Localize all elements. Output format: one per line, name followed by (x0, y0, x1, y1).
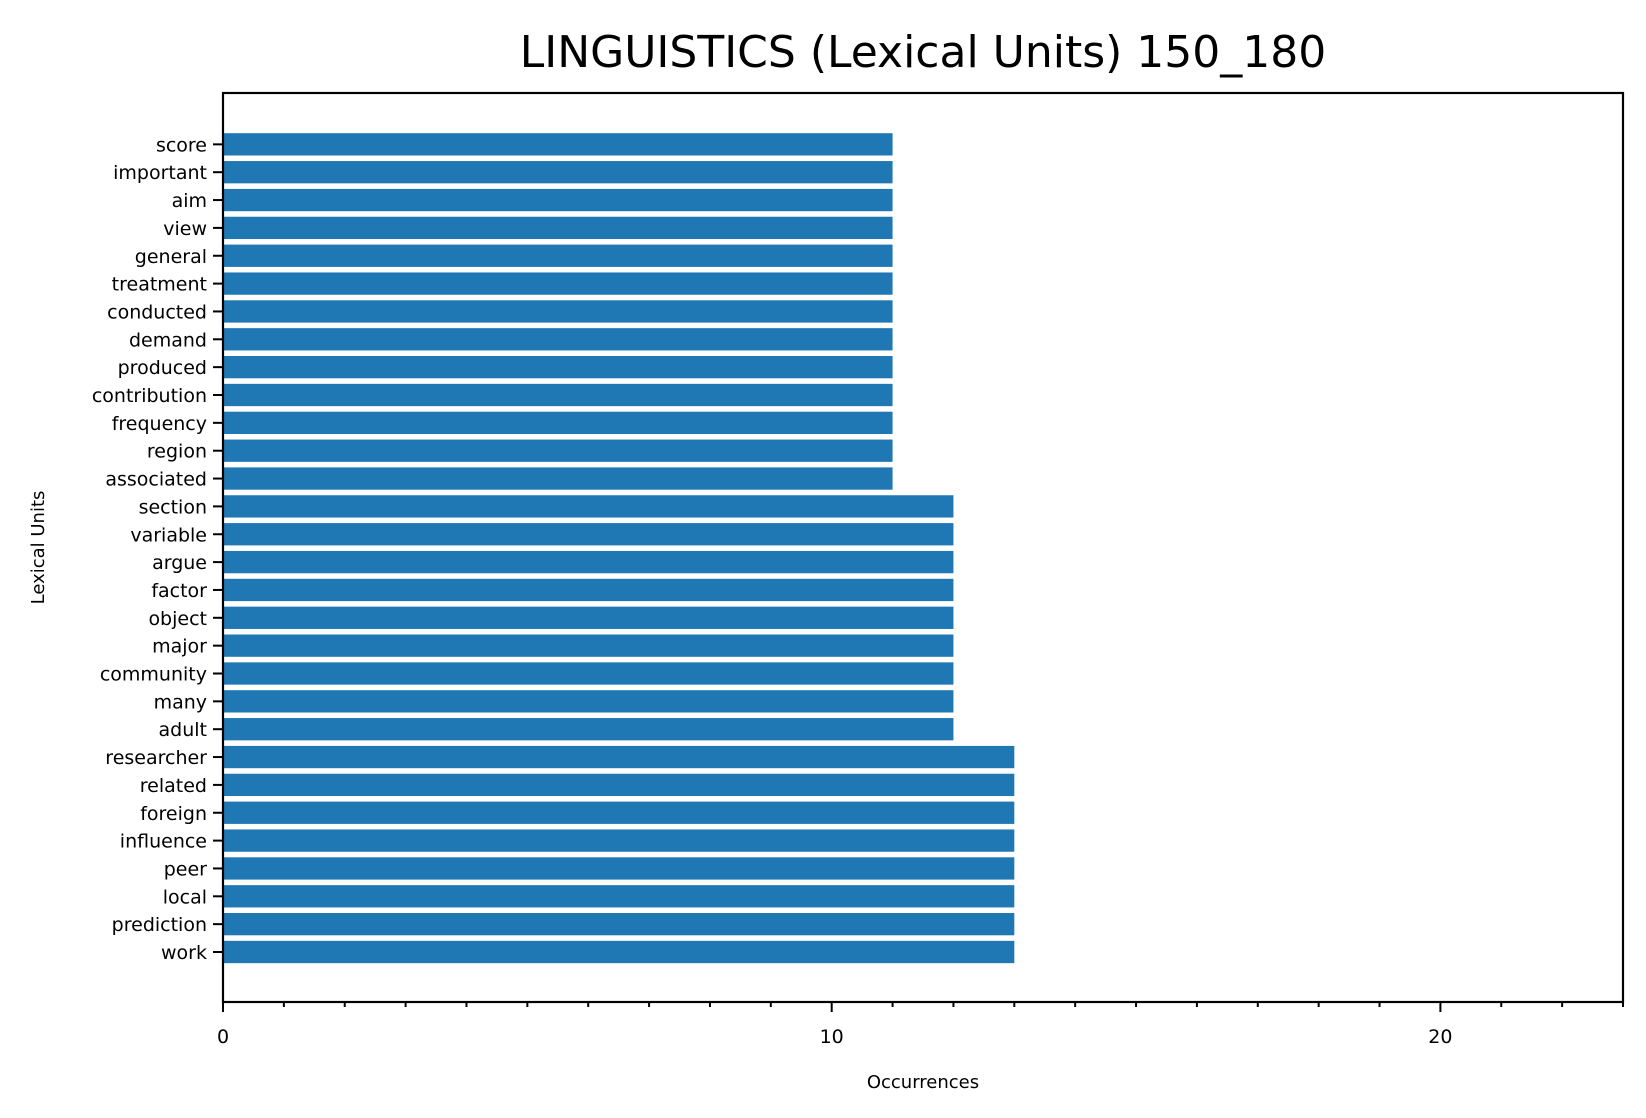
bar-many (223, 690, 954, 713)
bar-major (223, 634, 954, 657)
bar-associated (223, 467, 893, 490)
bar-produced (223, 356, 893, 379)
y-tick-label: local (163, 886, 207, 908)
y-tick-label: community (100, 664, 207, 686)
bar-score (223, 133, 893, 156)
chart-title: LINGUISTICS (Lexical Units) 150_180 (520, 27, 1327, 78)
x-tick-label: 0 (217, 1026, 229, 1048)
y-tick-label: major (152, 636, 207, 658)
y-tick-label: peer (164, 858, 207, 880)
y-axis-ticks: work prediction local peer influence foreign r… (92, 134, 223, 964)
bar-community (223, 662, 954, 685)
y-tick-label: region (147, 441, 207, 463)
bar-prediction (223, 913, 1015, 936)
bar-object (223, 606, 954, 629)
y-tick-label: adult (159, 719, 207, 741)
bar-variable (223, 523, 954, 546)
bar-region (223, 439, 893, 462)
bar-contribution (223, 383, 893, 407)
y-tick-label: object (148, 608, 207, 630)
bar-demand (223, 328, 893, 351)
bar-peer (223, 857, 1015, 880)
bar-aim (223, 188, 893, 212)
bar-argue (223, 550, 954, 574)
bars (223, 133, 1015, 964)
bar-influence (223, 829, 1015, 852)
y-tick-label: related (140, 775, 207, 797)
y-tick-label: section (139, 496, 207, 518)
y-axis-label: Lexical Units (28, 491, 49, 605)
bar-work (223, 940, 1015, 964)
y-tick-label: contribution (92, 385, 207, 407)
bar-section (223, 495, 954, 518)
y-tick-label: frequency (112, 413, 207, 435)
x-axis-ticks: 0 10 20 (217, 1002, 1624, 1048)
bar-factor (223, 578, 954, 602)
y-tick-label: demand (129, 329, 207, 351)
y-tick-label: argue (152, 552, 207, 574)
bar-foreign (223, 801, 1015, 824)
y-tick-label: important (113, 162, 207, 184)
bar-frequency (223, 411, 893, 434)
bar-researcher (223, 745, 1015, 769)
y-tick-label: foreign (140, 803, 207, 825)
y-tick-label: variable (130, 524, 207, 546)
y-tick-label: influence (120, 831, 207, 853)
bar-general (223, 244, 893, 267)
bar-adult (223, 718, 954, 741)
y-tick-label: score (156, 134, 207, 156)
y-tick-label: work (161, 942, 207, 964)
y-tick-label: many (154, 691, 207, 713)
y-tick-label: view (163, 218, 207, 240)
bar-related (223, 773, 1015, 797)
y-tick-label: conducted (107, 301, 207, 323)
bar-conducted (223, 300, 893, 323)
plot-frame (221, 91, 1625, 1004)
y-tick-label: factor (151, 580, 207, 602)
y-tick-label: treatment (112, 274, 207, 296)
x-axis-label: Occurrences (867, 1072, 979, 1093)
y-tick-label: general (135, 246, 207, 268)
x-tick-label: 10 (820, 1026, 844, 1048)
x-tick-label: 20 (1428, 1026, 1452, 1048)
bar-view (223, 216, 893, 240)
bar-local (223, 885, 1015, 908)
y-tick-label: prediction (112, 914, 207, 936)
y-tick-label: aim (172, 190, 207, 212)
bar-treatment (223, 272, 893, 295)
bar-important (223, 161, 893, 184)
y-tick-label: researcher (105, 747, 207, 769)
y-tick-label: produced (118, 357, 207, 379)
y-tick-label: associated (105, 469, 207, 491)
